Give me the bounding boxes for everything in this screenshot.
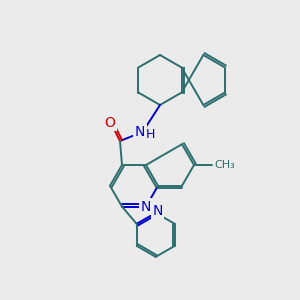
Text: N: N	[135, 125, 145, 139]
Text: N: N	[152, 204, 163, 218]
Text: H: H	[145, 128, 155, 142]
Text: CH₃: CH₃	[214, 160, 235, 170]
Text: N: N	[141, 200, 151, 214]
Text: O: O	[105, 116, 116, 130]
